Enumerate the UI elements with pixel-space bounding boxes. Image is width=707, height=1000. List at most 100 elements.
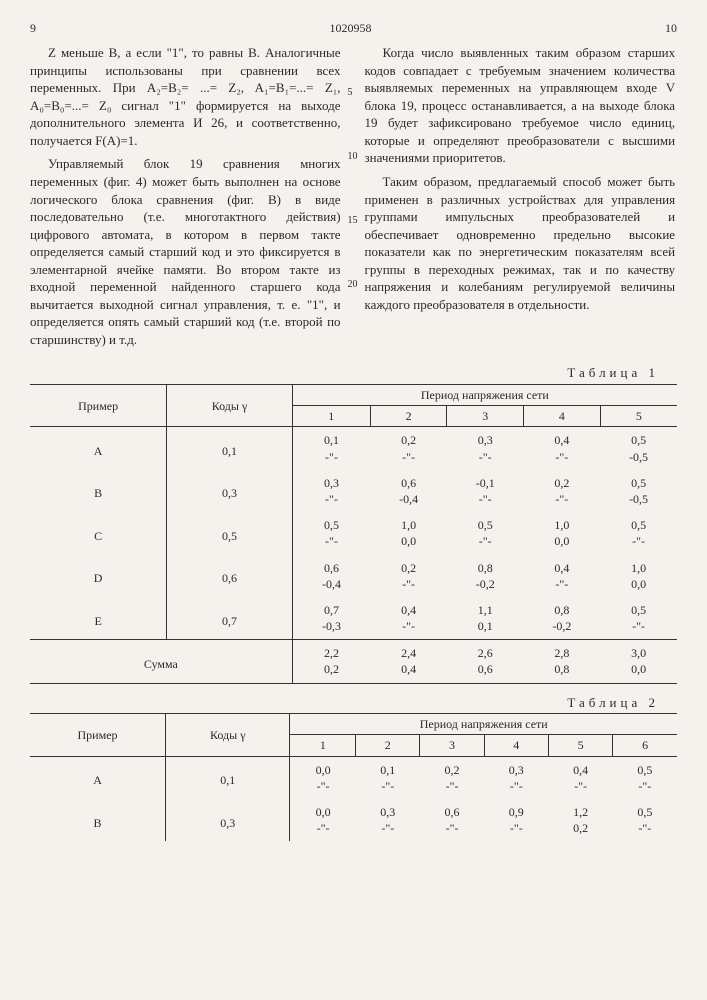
cell: 0,6 [370, 470, 447, 491]
cell: -0,2 [447, 576, 524, 597]
cell: 0,2 [292, 661, 370, 683]
line-number: 15 [348, 214, 358, 228]
cell: 0,0 [290, 799, 356, 820]
table-row: D0,60,60,20,80,41,0 [30, 555, 677, 576]
cell: 0,6 [420, 799, 484, 820]
cell: 1,0 [524, 512, 601, 533]
right-column: Когда число выявленных таким образом ста… [365, 44, 676, 354]
line-number: 10 [348, 150, 358, 164]
th-col: 5 [600, 406, 677, 427]
paragraph: Управляемый блок 19 сравнения многих пер… [30, 155, 341, 348]
cell: -"- [356, 778, 420, 799]
cell: 0,2 [548, 820, 612, 841]
table-row: C0,50,51,00,51,00,5 [30, 512, 677, 533]
cell: 0,5 [613, 799, 677, 820]
cell: 0,1 [356, 756, 420, 778]
cell: 0,8 [524, 661, 601, 683]
th-col: 4 [484, 735, 548, 756]
table2-label: Таблица 2 [30, 694, 659, 712]
cell: 0,2 [370, 427, 447, 449]
th-col: 2 [356, 735, 420, 756]
doc-number: 1020958 [36, 20, 665, 36]
paragraph: Таким образом, предлагаемый способ может… [365, 173, 676, 313]
line-number: 20 [348, 278, 358, 292]
row-label: E [30, 597, 167, 640]
row-label: A [30, 756, 166, 799]
th-col: 4 [524, 406, 601, 427]
cell: 0,8 [524, 597, 601, 618]
paragraph: Z меньше B, а если "1", то равны B. Анал… [30, 44, 341, 149]
table-row: A0,10,00,10,20,30,40,5 [30, 756, 677, 778]
cell: 0,5 [292, 512, 370, 533]
cell: -0,1 [447, 470, 524, 491]
table2: ПримерКоды γПериод напряжения сети123456… [30, 713, 677, 841]
cell: 0,7 [292, 597, 370, 618]
row-kod: 0,1 [167, 427, 293, 470]
cell: 0,9 [484, 799, 548, 820]
th-col: 3 [420, 735, 484, 756]
th-primer: Пример [30, 714, 166, 756]
row-kod: 0,3 [167, 470, 293, 512]
cell: -"- [292, 449, 370, 470]
cell: -"- [600, 533, 677, 554]
table-row: A0,10,10,20,30,40,5 [30, 427, 677, 449]
cell: -0,5 [600, 491, 677, 512]
th-col: 1 [292, 406, 370, 427]
cell: 0,5 [600, 597, 677, 618]
row-label: B [30, 799, 166, 841]
cell: 0,2 [524, 470, 601, 491]
row-label: D [30, 555, 167, 597]
cell: -"- [548, 778, 612, 799]
cell: -"- [613, 820, 677, 841]
cell: -"- [484, 778, 548, 799]
cell: 1,1 [447, 597, 524, 618]
cell: -0,2 [524, 618, 601, 640]
cell: -0,5 [600, 449, 677, 470]
cell: 0,0 [600, 661, 677, 683]
th-period: Период напряжения сети [290, 714, 677, 735]
row-label: C [30, 512, 167, 554]
cell: -"- [447, 449, 524, 470]
th-primer: Пример [30, 385, 167, 427]
cell: 0,2 [370, 555, 447, 576]
cell: -"- [420, 820, 484, 841]
cell: 2,2 [292, 640, 370, 662]
cell: 1,0 [370, 512, 447, 533]
cell: 0,4 [548, 756, 612, 778]
cell: -"- [370, 618, 447, 640]
table1: ПримерКоды γПериод напряжения сети12345A… [30, 384, 677, 684]
table-row: B0,30,30,6-0,10,20,5 [30, 470, 677, 491]
cell: -"- [447, 491, 524, 512]
cell: 0,3 [447, 427, 524, 449]
cell: -"- [613, 778, 677, 799]
cell: -"- [600, 618, 677, 640]
sum-label: Сумма [30, 640, 292, 683]
cell: 3,0 [600, 640, 677, 662]
paragraph: Когда число выявленных таким образом ста… [365, 44, 676, 167]
sum-row: Сумма2,22,42,62,83,0 [30, 640, 677, 662]
line-number: 5 [348, 86, 353, 100]
cell: -"- [356, 820, 420, 841]
cell: 1,2 [548, 799, 612, 820]
page-header: 9 1020958 10 [30, 20, 677, 36]
cell: 0,5 [447, 512, 524, 533]
cell: -"- [370, 449, 447, 470]
cell: -"- [420, 778, 484, 799]
cell: 0,6 [447, 661, 524, 683]
page-right: 10 [665, 20, 677, 36]
cell: 0,0 [370, 533, 447, 554]
th-kody: Коды γ [167, 385, 293, 427]
cell: 0,5 [600, 427, 677, 449]
cell: -0,4 [292, 576, 370, 597]
cell: -"- [524, 449, 601, 470]
cell: -"- [524, 576, 601, 597]
left-column: Z меньше B, а если "1", то равны B. Анал… [30, 44, 341, 354]
cell: -"- [290, 820, 356, 841]
th-col: 2 [370, 406, 447, 427]
th-col: 6 [613, 735, 677, 756]
row-kod: 0,5 [167, 512, 293, 554]
cell: -"- [484, 820, 548, 841]
th-period: Период напряжения сети [292, 385, 677, 406]
row-kod: 0,7 [167, 597, 293, 640]
cell: 0,0 [290, 756, 356, 778]
